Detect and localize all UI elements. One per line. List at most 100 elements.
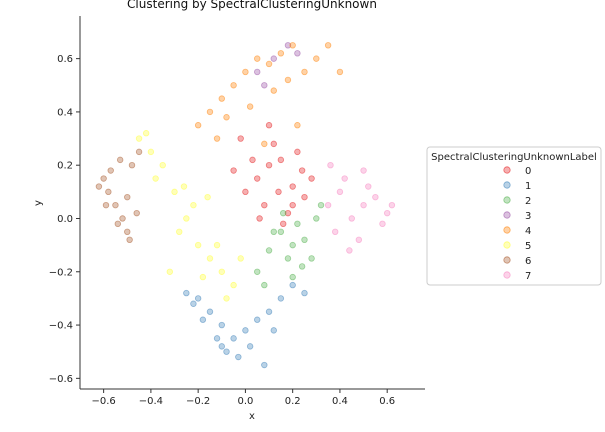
data-point [336, 68, 344, 76]
data-point [180, 183, 188, 190]
legend-label: 1 [525, 181, 531, 192]
legend-label: 6 [525, 256, 531, 267]
legend-marker [503, 256, 511, 264]
data-point [218, 321, 225, 329]
data-point [265, 60, 273, 68]
data-point [336, 188, 344, 196]
data-point [218, 343, 225, 350]
legend-marker [503, 181, 511, 189]
data-point [135, 148, 143, 156]
y-tick-label: 0.4 [57, 107, 73, 118]
data-point [341, 175, 348, 182]
data-point [102, 201, 110, 209]
data-point [176, 228, 183, 236]
data-point [237, 135, 244, 142]
data-point [254, 68, 261, 76]
data-point [360, 167, 367, 174]
data-point [308, 255, 315, 262]
data-point [95, 183, 103, 190]
data-point [270, 228, 277, 236]
data-point [256, 215, 263, 222]
data-point [270, 87, 277, 94]
data-point [261, 281, 268, 289]
data-point [230, 167, 237, 174]
data-point [105, 188, 112, 196]
y-tick-label: −0.4 [49, 321, 73, 332]
data-point [142, 130, 150, 137]
data-point [242, 68, 249, 76]
legend-marker [503, 211, 511, 219]
legend-label: 4 [525, 226, 531, 237]
y-tick-label: 0.0 [57, 214, 73, 225]
legend-marker [503, 166, 511, 174]
series-4 [194, 42, 344, 148]
data-point [242, 188, 249, 196]
chart-title: Clustering by SpectralClusteringUnknown [127, 0, 377, 11]
data-point [308, 175, 315, 182]
data-point [301, 289, 308, 297]
data-point [284, 76, 292, 84]
data-point [107, 167, 114, 174]
data-point [171, 188, 178, 196]
data-point [159, 161, 166, 169]
data-point [199, 316, 207, 323]
data-point [324, 201, 332, 209]
data-point [135, 135, 143, 142]
data-point [166, 268, 173, 275]
data-point [261, 140, 268, 148]
series-0 [230, 122, 315, 228]
x-tick-label: 0.2 [285, 396, 301, 407]
data-point [147, 148, 155, 156]
series-3 [254, 42, 301, 89]
data-point [275, 188, 282, 196]
data-point [284, 209, 292, 217]
data-point [270, 327, 277, 334]
data-point [280, 220, 287, 228]
data-point [261, 361, 268, 369]
data-point [289, 42, 296, 49]
data-point [298, 263, 306, 270]
data-point [301, 236, 308, 243]
data-point [289, 183, 296, 190]
data-point [254, 55, 261, 62]
data-point [360, 201, 367, 209]
series-2 [254, 201, 325, 289]
data-point [190, 300, 197, 307]
legend-marker [503, 226, 511, 234]
legend-label: 2 [525, 196, 531, 207]
data-point [261, 201, 268, 209]
data-point [265, 247, 273, 254]
data-point [249, 156, 256, 164]
data-point [284, 42, 292, 49]
data-point [254, 175, 261, 182]
data-point [237, 255, 244, 262]
data-point [277, 50, 285, 57]
data-point [116, 156, 124, 164]
plot-area [95, 42, 396, 369]
data-point [213, 241, 221, 249]
data-point [235, 353, 242, 361]
legend-label: 0 [525, 166, 531, 177]
legend: SpectralClusteringUnknownLabel 0 1 2 3 4 5 6 7 [426, 146, 602, 286]
data-point [126, 236, 133, 243]
data-point [289, 201, 296, 209]
data-point [327, 161, 334, 169]
data-point [218, 268, 225, 275]
x-tick-label: 0.6 [379, 396, 395, 407]
y-tick-label: −0.2 [49, 267, 73, 278]
data-point [199, 273, 207, 281]
axes: −0.6 −0.4 −0.2 0.0 0.2 0.4 0.6 −0.6 −0.4 −0.2 0.0… [49, 16, 425, 407]
data-point [277, 295, 285, 302]
x-tick-label: −0.6 [91, 396, 115, 407]
data-point [301, 193, 308, 201]
data-point [284, 255, 292, 262]
legend-title: SpectralClusteringUnknownLabel [431, 152, 597, 163]
data-point [194, 122, 202, 129]
data-point [289, 241, 296, 249]
data-point [388, 201, 396, 209]
data-point [254, 316, 261, 323]
data-point [294, 122, 301, 129]
x-ticks: −0.6 −0.4 −0.2 0.0 0.2 0.4 0.6 [91, 389, 395, 407]
data-point [152, 175, 159, 182]
y-tick-label: −0.6 [49, 374, 73, 385]
